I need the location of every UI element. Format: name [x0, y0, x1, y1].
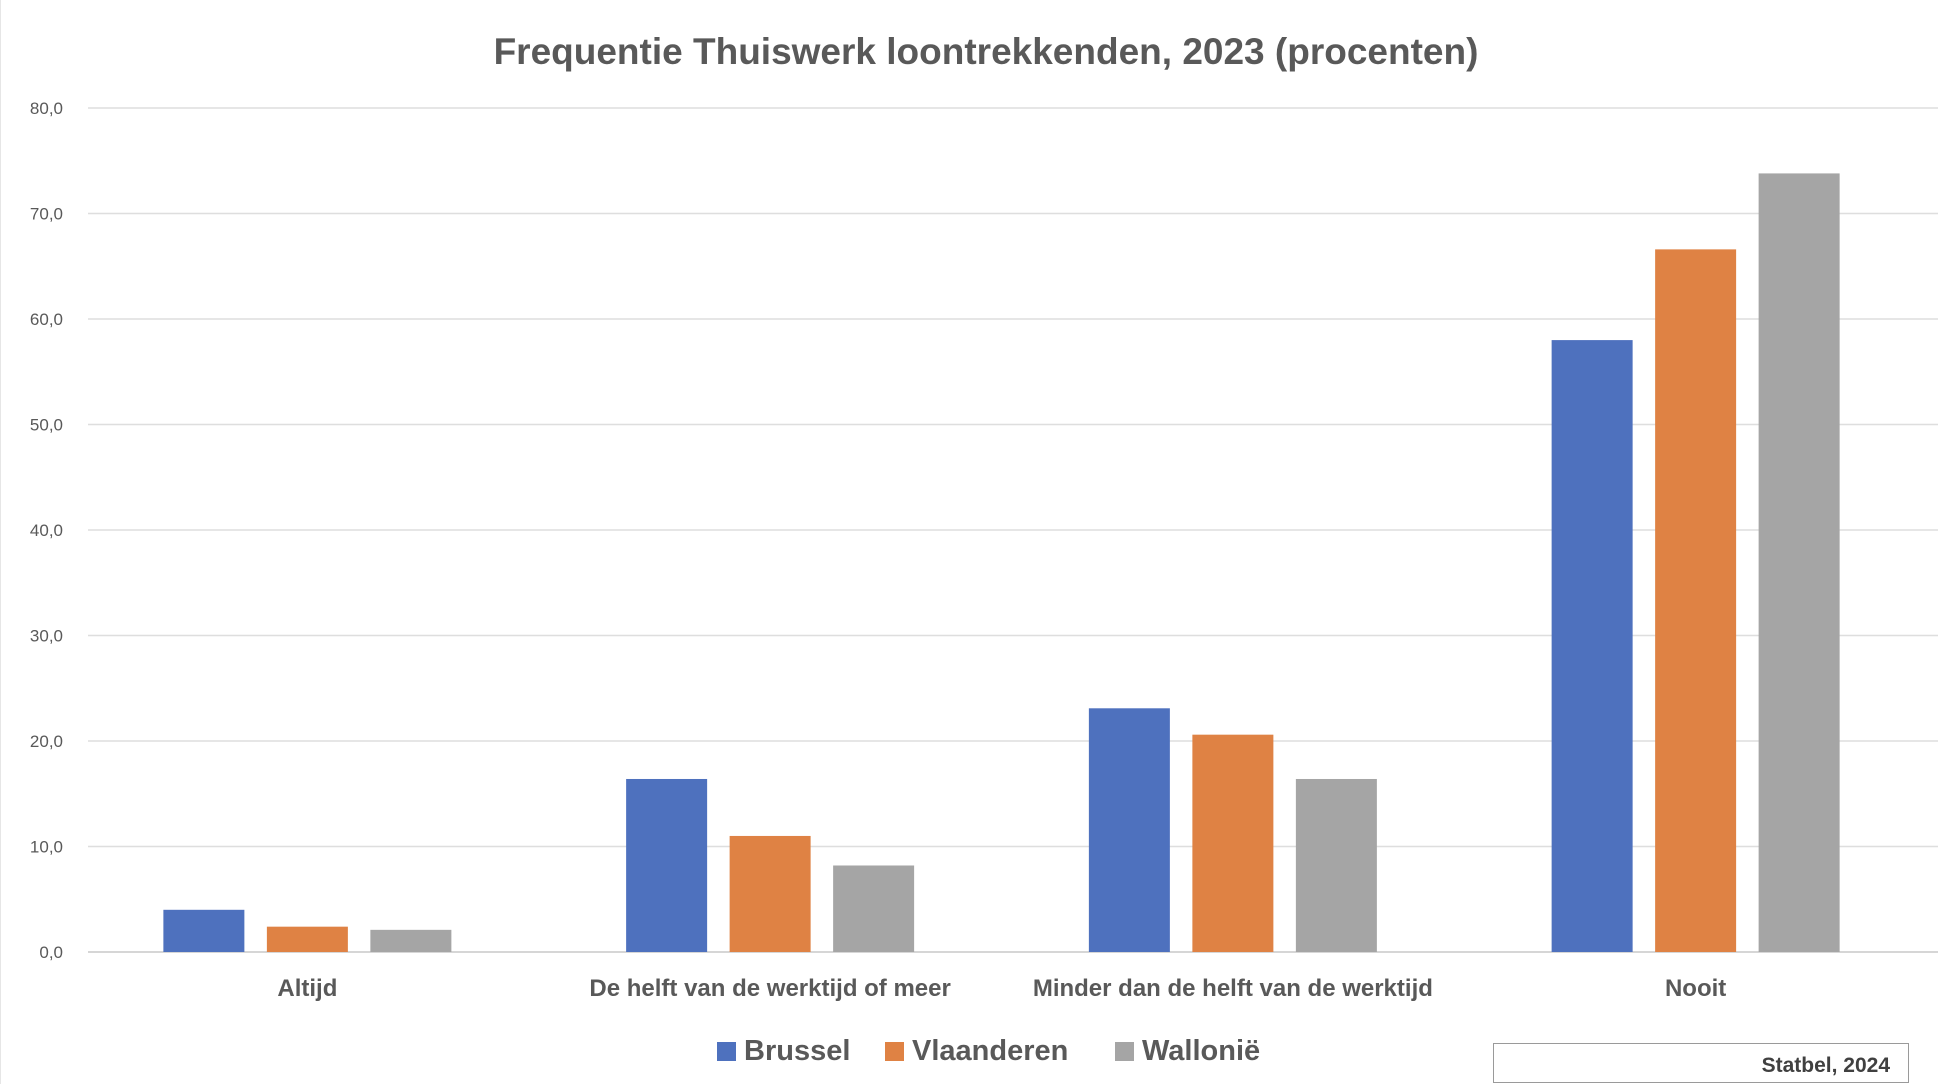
x-category-label: Altijd: [277, 975, 337, 1002]
x-axis-labels: Altijd De helft van de werktijd of meer Mi…: [277, 975, 1726, 1002]
y-tick-label: 0,0: [39, 943, 63, 962]
bar-walloni--2: [1295, 778, 1377, 952]
legend-label: Vlaanderen: [912, 1035, 1068, 1067]
source-note: Statbel, 2024: [1761, 1054, 1890, 1077]
y-tick-label: 10,0: [30, 838, 63, 857]
legend-label: Wallonië: [1142, 1035, 1260, 1067]
bar-vlaanderen-2: [1192, 734, 1274, 952]
y-tick-label: 40,0: [30, 521, 63, 540]
y-tick-label: 60,0: [30, 310, 63, 329]
bar-brussel-3: [1551, 340, 1633, 953]
gridlines: [88, 107, 1938, 953]
bar-vlaanderen-0: [266, 926, 348, 952]
bar-walloni--3: [1758, 173, 1840, 952]
chart-title: Frequentie Thuiswerk loontrekkenden, 202…: [494, 31, 1479, 72]
bar-walloni--0: [370, 929, 452, 952]
bar-walloni--1: [833, 865, 915, 952]
x-category-label: Nooit: [1665, 975, 1726, 1002]
legend-swatch: [717, 1042, 736, 1061]
x-category-label: De helft van de werktijd of meer: [589, 975, 950, 1002]
bar-vlaanderen-3: [1655, 249, 1737, 952]
bar-brussel-0: [163, 909, 245, 952]
y-tick-label: 50,0: [30, 416, 63, 435]
bar-brussel-2: [1088, 708, 1170, 952]
y-tick-label: 80,0: [30, 99, 63, 118]
legend-label: Brussel: [744, 1035, 850, 1067]
source-box: Statbel, 2024: [1493, 1043, 1909, 1083]
y-axis-ticks: 0,0 10,0 20,0 30,0 40,0 50,0 60,0 70,0 80,0: [30, 99, 63, 962]
legend-swatch: [1115, 1042, 1134, 1061]
y-tick-label: 20,0: [30, 732, 63, 751]
bar-brussel-1: [626, 778, 708, 952]
y-tick-label: 70,0: [30, 205, 63, 224]
y-tick-label: 30,0: [30, 627, 63, 646]
legend-swatch: [885, 1042, 904, 1061]
legend: Brussel Vlaanderen Wallonië: [717, 1035, 1260, 1067]
bars: [163, 173, 1840, 953]
bar-vlaanderen-1: [729, 835, 811, 952]
x-category-label: Minder dan de helft van de werktijd: [1033, 975, 1433, 1002]
